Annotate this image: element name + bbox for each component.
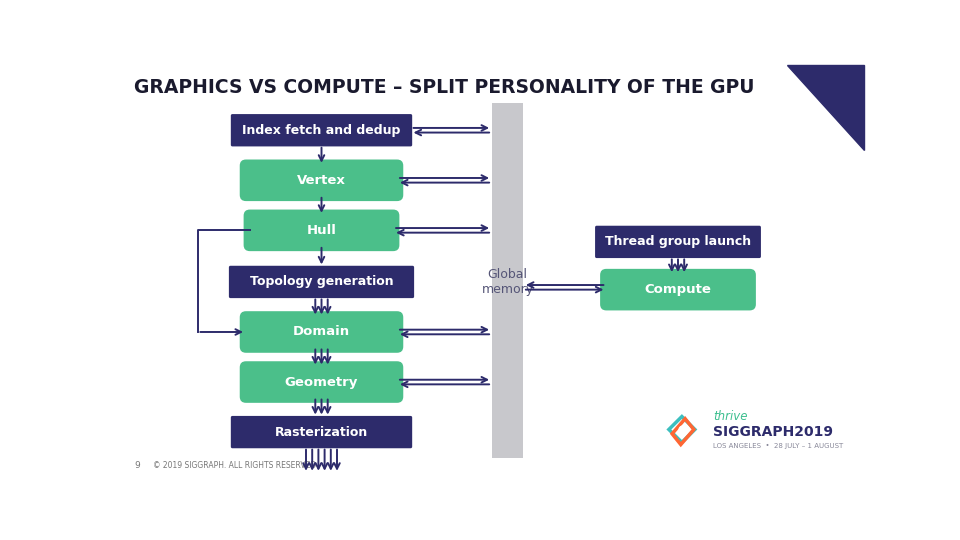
Text: Thread group launch: Thread group launch: [605, 235, 751, 248]
Text: thrive: thrive: [713, 410, 748, 423]
FancyBboxPatch shape: [600, 269, 756, 310]
Text: Domain: Domain: [293, 326, 350, 339]
Text: © 2019 SIGGRAPH. ALL RIGHTS RESERVED.: © 2019 SIGGRAPH. ALL RIGHTS RESERVED.: [153, 461, 318, 470]
Bar: [492, 103, 523, 457]
Circle shape: [679, 426, 686, 434]
FancyBboxPatch shape: [240, 361, 403, 403]
FancyBboxPatch shape: [244, 210, 399, 251]
Text: Compute: Compute: [644, 283, 711, 296]
Text: Vertex: Vertex: [297, 174, 346, 187]
Text: Geometry: Geometry: [285, 375, 358, 389]
Text: GRAPHICS VS COMPUTE – SPLIT PERSONALITY OF THE GPU: GRAPHICS VS COMPUTE – SPLIT PERSONALITY …: [134, 78, 755, 97]
FancyBboxPatch shape: [228, 266, 414, 298]
FancyBboxPatch shape: [240, 311, 403, 353]
Text: 9: 9: [134, 461, 140, 470]
FancyBboxPatch shape: [595, 226, 761, 258]
Text: Index fetch and dedup: Index fetch and dedup: [242, 124, 400, 137]
Text: Hull: Hull: [306, 224, 336, 237]
Text: Global
memory: Global memory: [481, 268, 534, 296]
Text: LOS ANGELES  •  28 JULY – 1 AUGUST: LOS ANGELES • 28 JULY – 1 AUGUST: [713, 443, 843, 449]
Text: Topology generation: Topology generation: [250, 275, 394, 288]
FancyBboxPatch shape: [230, 416, 412, 448]
Text: Rasterization: Rasterization: [275, 426, 368, 438]
FancyBboxPatch shape: [240, 159, 403, 201]
Text: SIGGRAPH2019: SIGGRAPH2019: [713, 425, 833, 439]
FancyBboxPatch shape: [230, 114, 412, 146]
Polygon shape: [786, 65, 864, 150]
